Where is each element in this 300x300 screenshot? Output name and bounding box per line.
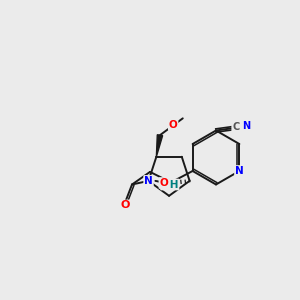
Text: C: C	[232, 122, 239, 133]
Text: O: O	[120, 200, 130, 211]
Text: N: N	[144, 176, 153, 186]
Text: O: O	[159, 178, 168, 188]
Text: O: O	[169, 120, 178, 130]
Text: NH: NH	[161, 179, 178, 190]
Text: N: N	[235, 166, 244, 176]
Polygon shape	[156, 135, 163, 157]
Text: N: N	[242, 121, 250, 131]
